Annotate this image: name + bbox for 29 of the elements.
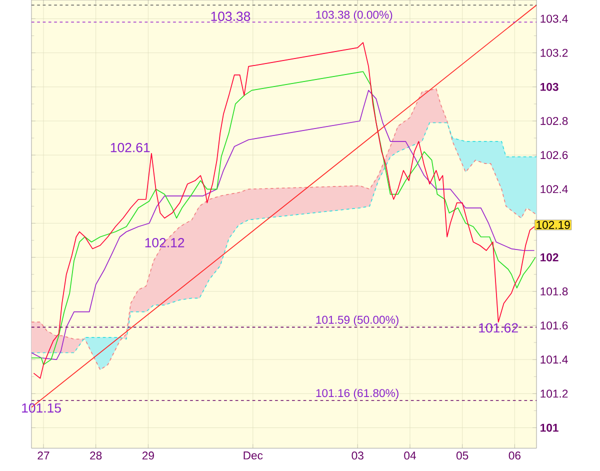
x-tick-label: 06 <box>508 452 520 460</box>
annotation: 103.38 <box>211 12 250 22</box>
x-tick-label: 04 <box>404 452 416 460</box>
y-tick-label: 102.4 <box>540 185 568 194</box>
y-tick-label: 101.2 <box>540 390 568 398</box>
annotation: 102.12 <box>145 238 184 248</box>
y-tick-label: 102 <box>540 253 558 262</box>
x-tick-label: 29 <box>142 452 154 460</box>
y-tick-label: 102.6 <box>540 151 568 160</box>
y-tick-label: 101.6 <box>540 322 568 330</box>
x-tick-label: 05 <box>456 452 468 460</box>
x-tick-label: 03 <box>352 452 364 460</box>
annotation: 101.62 <box>479 323 518 333</box>
ref-line-label: 103.38 (0.00%) <box>316 10 392 22</box>
y-tick-label: 101 <box>540 424 558 432</box>
y-tick-label: 101.4 <box>540 356 568 364</box>
ref-line-label: 101.16 (61.80%) <box>316 388 398 400</box>
y-tick-label: 103.2 <box>540 48 568 57</box>
annotation: 102.61 <box>110 142 150 152</box>
x-tick-label: 27 <box>38 452 50 460</box>
y-tick-label: 103 <box>540 82 558 91</box>
y-tick-label: 101.8 <box>540 287 568 296</box>
annotation: 101.15 <box>22 403 61 413</box>
x-tick-label: Dec <box>244 452 263 460</box>
ref-line-label: 101.59 (50.00%) <box>316 316 398 326</box>
y-tick-label: 103.4 <box>540 14 568 23</box>
y-tick-label: 102.8 <box>540 117 568 126</box>
x-tick-label: 28 <box>90 452 102 460</box>
annotation: 102.19 <box>536 220 570 229</box>
